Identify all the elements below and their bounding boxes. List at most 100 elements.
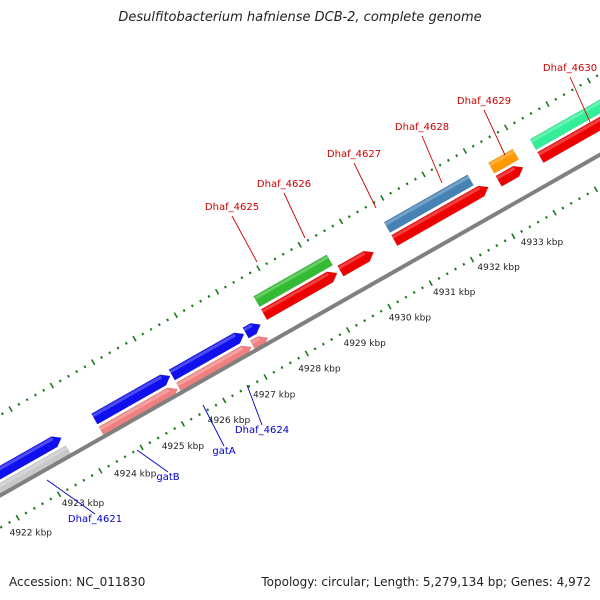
forward-gene-feature[interactable] [0, 436, 62, 496]
minor-tick [166, 318, 170, 322]
minor-tick [90, 474, 94, 478]
minor-tick [190, 304, 194, 308]
reverse-cds-feature[interactable] [537, 102, 600, 164]
minor-tick [521, 116, 525, 120]
minor-tick [364, 205, 368, 209]
reverse-gene-feature[interactable] [253, 254, 334, 308]
reverse-gene-feature[interactable] [529, 85, 600, 151]
reverse-cds-feature[interactable] [260, 271, 338, 321]
minor-tick [182, 309, 186, 313]
label-leader-line [353, 162, 377, 209]
reverse-cds-feature[interactable] [391, 185, 489, 247]
minor-tick [0, 525, 3, 529]
minor-tick [231, 394, 234, 398]
inner-tick-track [0, 186, 599, 529]
gene-label[interactable]: Dhaf_4624 [235, 425, 289, 436]
minor-tick [496, 130, 500, 134]
minor-tick [199, 299, 203, 303]
feature-highlight [92, 375, 163, 418]
minor-tick [75, 370, 79, 374]
label-leader-line [202, 404, 225, 447]
major-tick [593, 186, 599, 193]
gene-label[interactable]: Dhaf_4626 [257, 179, 311, 190]
minor-tick [131, 450, 135, 454]
minor-tick [198, 413, 201, 417]
major-tick [139, 444, 144, 451]
map-title: Desulfitobacterium hafniense DCB-2, comp… [118, 10, 482, 25]
minor-tick [173, 427, 177, 431]
minor-tick [330, 337, 334, 341]
minor-tick [265, 262, 269, 266]
minor-tick [488, 135, 492, 139]
minor-tick [528, 225, 532, 229]
gene-label[interactable]: Dhaf_4629 [457, 96, 511, 107]
label-leader-line [421, 135, 443, 184]
outer-tick-track [0, 74, 599, 416]
major-tick [380, 194, 385, 201]
major-tick [428, 280, 433, 287]
minor-tick [544, 215, 548, 219]
forward-gene-feature[interactable] [242, 322, 261, 339]
minor-tick [321, 342, 325, 346]
major-tick [49, 382, 55, 389]
minor-tick [503, 239, 507, 243]
minor-tick [255, 380, 259, 384]
minor-tick [455, 154, 459, 158]
minor-tick [478, 253, 482, 257]
minor-tick [164, 431, 168, 435]
forward-gene-feature[interactable] [168, 332, 245, 381]
minor-tick [331, 224, 335, 228]
gene-label[interactable]: Dhaf_4630 [543, 63, 597, 74]
gene-label[interactable]: gatB [156, 472, 179, 483]
major-tick [462, 148, 468, 154]
gene-label[interactable]: Dhaf_4621 [68, 514, 122, 525]
major-tick [222, 397, 227, 404]
scale-tick-label: 4932 kbp [477, 263, 520, 273]
major-tick [297, 241, 302, 248]
gene-label[interactable]: Dhaf_4625 [205, 202, 259, 213]
minor-tick [536, 220, 540, 224]
scale-tick-label: 4926 kbp [208, 416, 251, 426]
minor-tick [33, 393, 37, 397]
minor-tick [273, 257, 277, 261]
minor-tick [272, 370, 276, 374]
scale-tick-label: 4931 kbp [433, 288, 476, 298]
gene-label[interactable]: gatA [212, 446, 235, 457]
forward-gene-feature[interactable] [91, 374, 171, 425]
backbone [0, 152, 600, 498]
minor-tick [239, 389, 243, 393]
minor-tick [108, 351, 112, 355]
minor-tick [42, 388, 46, 392]
scale-tick-label: 4933 kbp [521, 238, 564, 248]
minor-tick [561, 206, 565, 210]
minor-tick [495, 244, 499, 248]
minor-tick [288, 361, 292, 365]
reverse-gene-feature[interactable] [487, 148, 520, 174]
minor-tick [207, 294, 211, 298]
minor-tick [397, 187, 401, 191]
feature-highlight [392, 186, 481, 239]
minor-tick [537, 107, 541, 111]
feature-highlight [530, 100, 600, 143]
reverse-gene-feature[interactable] [383, 174, 474, 234]
gene-label[interactable]: Dhaf_4628 [395, 122, 449, 133]
minor-tick [248, 271, 252, 275]
gene-label[interactable]: Dhaf_4627 [327, 149, 381, 160]
feature-highlight [243, 324, 253, 332]
major-tick [387, 303, 392, 310]
minor-tick [206, 408, 210, 412]
feature-highlight [496, 167, 516, 180]
reverse-cds-feature[interactable] [337, 250, 375, 277]
minor-tick [462, 262, 466, 266]
minor-tick [107, 464, 111, 468]
minor-tick [372, 201, 376, 205]
gene-labels: Dhaf_4625 Dhaf_4626 Dhaf_4627 Dhaf_4628 Dhaf… [46, 63, 597, 525]
minor-tick [82, 478, 86, 482]
feature-highlight [538, 117, 600, 156]
minor-tick [148, 441, 152, 445]
minor-tick [471, 144, 475, 148]
minor-tick [356, 210, 359, 214]
feature-highlight [99, 388, 170, 431]
minor-tick [8, 520, 11, 524]
reverse-cds-feature[interactable] [495, 165, 524, 187]
